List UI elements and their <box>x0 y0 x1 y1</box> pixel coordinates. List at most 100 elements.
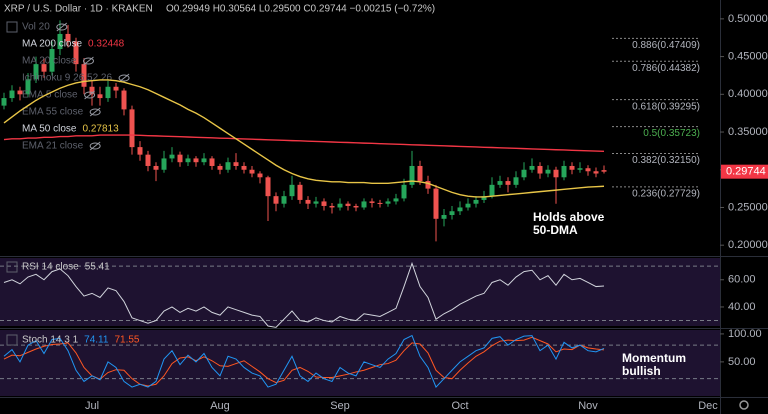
gear[interactable] <box>739 400 749 410</box>
candle-body <box>169 154 175 159</box>
candle-body <box>497 181 503 185</box>
legend-entry: MA 20 close <box>22 56 77 67</box>
stoch-legend: Stoch 14 3 1 <box>22 335 79 346</box>
candle-body <box>241 165 247 170</box>
candle-body <box>81 64 87 87</box>
candle-body <box>441 215 447 219</box>
annotation: bullish <box>622 364 661 378</box>
candle-body <box>161 158 167 170</box>
legend-entry: EMA 5 close <box>22 90 78 101</box>
y-tick-label: 50.00 <box>728 356 756 368</box>
price-tag-label: 0.29744 <box>726 166 766 178</box>
candle-body <box>257 173 263 178</box>
rsi-pane <box>0 258 720 326</box>
candle-body <box>49 49 55 72</box>
moving-average-line <box>3 79 605 198</box>
rsi-line <box>3 261 605 328</box>
y-tick-label: 60.00 <box>728 274 756 286</box>
candle-body <box>513 177 519 185</box>
candle-body <box>409 165 415 185</box>
x-tick-label: Sep <box>330 400 350 412</box>
candle-body <box>585 168 591 172</box>
annotation: Holds above <box>533 210 605 224</box>
x-tick-label: Jul <box>85 400 99 412</box>
candle-body <box>65 33 71 42</box>
candle-body <box>401 184 407 199</box>
candle-body <box>305 199 311 204</box>
candle-body <box>329 205 335 208</box>
fib-label: 0.886(0.47409) <box>632 40 700 51</box>
legend-entry: Ichimoku 9 26 52 26 <box>22 73 112 84</box>
annotation: Momentum <box>622 351 686 365</box>
candle-body <box>361 201 367 208</box>
hidden-eye-icon <box>89 108 101 116</box>
stoch-k-line <box>3 334 605 388</box>
legend-value: 0.32448 <box>88 39 125 50</box>
hidden-eye-slash <box>118 73 130 83</box>
candle-body <box>33 64 39 80</box>
y-tick-label: 100.00 <box>728 328 762 340</box>
hidden-eye-slash <box>83 56 94 66</box>
moving-average-line <box>3 134 605 152</box>
settings-icon[interactable] <box>739 400 749 410</box>
candle-body <box>177 154 183 163</box>
candle-body <box>17 90 23 95</box>
y-tick-label: 40.00 <box>728 301 756 313</box>
hidden-eye-icon <box>82 57 94 65</box>
legend-entry: MA 200 close <box>22 39 82 50</box>
legend-entry: EMA 21 close <box>22 141 84 152</box>
rsi-legend: RSI 14 close <box>22 262 79 273</box>
chart-title: XRP / U.S. Dollar · 1D · KRAKEN <box>4 4 153 15</box>
x-tick-label: Dec <box>698 400 718 412</box>
candle-body <box>377 202 383 204</box>
candle-body <box>289 184 295 197</box>
candle-body <box>425 181 431 189</box>
candle-body <box>505 181 511 185</box>
fib-label: 0.236(0.27729) <box>632 189 700 200</box>
fib-label: 0.5(0.35723) <box>643 128 700 139</box>
stoch-k-value: 74.11 <box>84 335 109 346</box>
candle-body <box>209 158 215 166</box>
y-tick-label: 0.40000 <box>728 88 768 100</box>
hidden-eye-icon <box>118 74 130 82</box>
candle-body <box>537 165 543 174</box>
collapse-button <box>6 334 18 346</box>
x-tick-label: Nov <box>578 400 598 412</box>
legend-entry: Vol 20 <box>22 22 50 33</box>
candle-body <box>121 90 127 110</box>
hidden-eye-icon <box>84 91 96 99</box>
candle-body <box>353 205 359 208</box>
candle-body <box>473 199 479 204</box>
candle-body <box>457 207 463 212</box>
candle-body <box>41 64 47 72</box>
candle-body <box>345 203 351 206</box>
candle-body <box>481 196 487 200</box>
candle-body <box>489 184 495 197</box>
candle-body <box>529 165 535 170</box>
candle-body <box>185 158 191 163</box>
candle-body <box>217 165 223 170</box>
candle-body <box>593 171 599 174</box>
stoch-d-value: 71.55 <box>114 335 139 346</box>
hidden-eye-icon <box>89 142 101 150</box>
candle-body <box>145 154 151 166</box>
candle-body <box>273 196 279 204</box>
hidden-eye-slash <box>56 22 68 32</box>
candle-body <box>129 109 135 148</box>
y-tick-label: 0.45000 <box>728 50 768 62</box>
candle-body <box>369 201 375 203</box>
legend-entry: MA 50 close <box>22 124 77 135</box>
candle-body <box>9 90 15 99</box>
candle-body <box>569 165 575 170</box>
ohlc-readout: O0.29949 H0.30564 L0.29500 C0.29744 −0.0… <box>166 4 435 15</box>
legend-value: 0.27813 <box>82 124 119 135</box>
y-tick-label: 0.35000 <box>728 126 768 138</box>
y-tick-label: 0.25000 <box>728 201 768 213</box>
price-tag <box>721 164 768 179</box>
collapse-button <box>6 261 18 273</box>
candle-body <box>417 165 423 182</box>
candle-body <box>601 170 607 172</box>
candle-body <box>73 41 79 65</box>
annotation: 50-DMA <box>533 223 578 237</box>
candle-body <box>313 201 319 204</box>
